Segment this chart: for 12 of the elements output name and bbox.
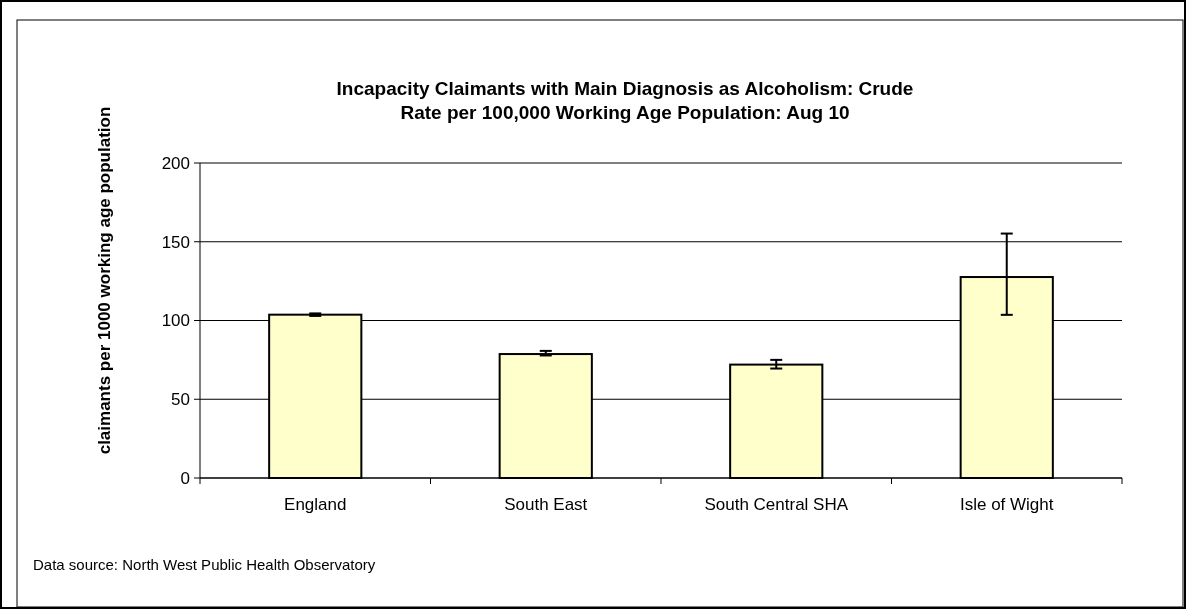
y-tick-label: 100 bbox=[161, 311, 190, 331]
x-tick-label: South Central SHA bbox=[704, 495, 849, 514]
y-tick-label: 0 bbox=[180, 468, 190, 488]
y-tick-label: 50 bbox=[171, 390, 190, 410]
x-tick-label: England bbox=[284, 495, 347, 514]
y-tick-label: 150 bbox=[161, 232, 190, 252]
source-note: Data source: North West Public Health Observatory bbox=[33, 556, 376, 573]
chart-title: Incapacity Claimants with Main Diagnosis as Alcoholism: Crude Rate per 100,000 Working Age Population: Aug 10 bbox=[336, 78, 914, 123]
y-tick-label: 200 bbox=[161, 153, 190, 173]
x-tick-label: Isle of Wight bbox=[959, 495, 1054, 514]
x-tick-label: South East bbox=[504, 495, 588, 514]
y-axis-title: claimants per 1000 working age population bbox=[95, 106, 114, 455]
